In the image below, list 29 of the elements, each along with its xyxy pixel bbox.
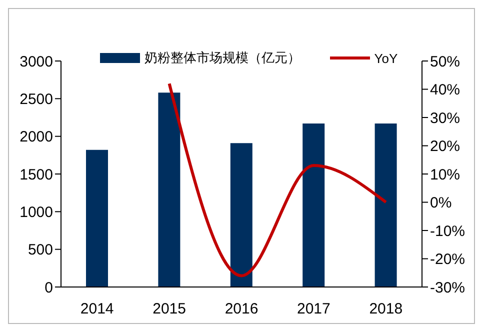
y-tick-label: 2500: [20, 90, 53, 108]
line-series: [168, 82, 388, 278]
x-tick-label: 2015: [152, 300, 186, 318]
legend-label: YoY: [374, 50, 398, 66]
bar: [86, 150, 108, 287]
x-tick-label: 2014: [80, 300, 114, 318]
bar: [302, 124, 325, 287]
y-tick-label: 1000: [20, 204, 53, 221]
y2-tick-label: -10%: [430, 222, 466, 240]
bar: [230, 143, 252, 287]
y2-tick-label: 50%: [430, 53, 460, 70]
y2-tick-label: 20%: [430, 138, 460, 156]
legend-label: 奶粉整体市场规模（亿元）: [144, 49, 300, 67]
y2-tick-label: 10%: [430, 166, 460, 184]
y-tick-label: 0: [44, 279, 53, 296]
y-tick-label: 3000: [20, 53, 53, 70]
bar: [374, 124, 397, 287]
y2-tick-label: 30%: [430, 110, 460, 127]
x-tick-label: 2017: [297, 300, 330, 318]
bar: [158, 92, 180, 287]
y2-tick-label: 0%: [430, 194, 452, 212]
x-tick-label: 2016: [224, 300, 258, 318]
y-tick-label: 1500: [20, 166, 53, 184]
y2-tick-label: -20%: [430, 251, 466, 268]
x-tick-label: 2018: [369, 300, 403, 318]
y-tick-label: 500: [28, 242, 53, 259]
y2-tick-label: -30%: [430, 279, 466, 296]
y2-tick-label: 40%: [430, 82, 460, 99]
y-tick-label: 2000: [20, 128, 53, 146]
